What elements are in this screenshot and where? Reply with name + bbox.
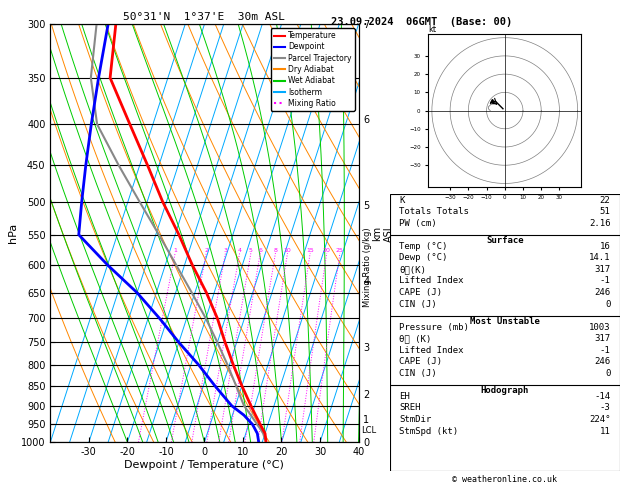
Text: 11: 11 bbox=[599, 427, 610, 435]
Text: 3: 3 bbox=[223, 248, 228, 253]
Text: 20: 20 bbox=[323, 248, 331, 253]
X-axis label: Dewpoint / Temperature (°C): Dewpoint / Temperature (°C) bbox=[125, 460, 284, 470]
Text: CIN (J): CIN (J) bbox=[399, 299, 437, 309]
Text: 2.16: 2.16 bbox=[589, 219, 610, 228]
Text: LCL: LCL bbox=[362, 426, 377, 434]
Text: 51: 51 bbox=[599, 207, 610, 216]
Text: SREH: SREH bbox=[399, 403, 421, 413]
Text: Hodograph: Hodograph bbox=[481, 386, 529, 395]
Text: 0: 0 bbox=[605, 299, 610, 309]
Text: StmSpd (kt): StmSpd (kt) bbox=[399, 427, 459, 435]
Text: © weatheronline.co.uk: © weatheronline.co.uk bbox=[452, 474, 557, 484]
Text: 1: 1 bbox=[173, 248, 177, 253]
Text: 317: 317 bbox=[594, 265, 610, 274]
Text: 0: 0 bbox=[605, 369, 610, 378]
Text: 224°: 224° bbox=[589, 415, 610, 424]
Text: Dewp (°C): Dewp (°C) bbox=[399, 253, 448, 262]
Text: -3: -3 bbox=[599, 403, 610, 413]
Text: Temp (°C): Temp (°C) bbox=[399, 242, 448, 251]
Text: 8: 8 bbox=[274, 248, 277, 253]
Text: Lifted Index: Lifted Index bbox=[399, 277, 464, 285]
Text: 23.09.2024  06GMT  (Base: 00): 23.09.2024 06GMT (Base: 00) bbox=[331, 17, 512, 27]
Text: 317: 317 bbox=[594, 334, 610, 343]
Text: -1: -1 bbox=[599, 346, 610, 355]
Title: 50°31'N  1°37'E  30m ASL: 50°31'N 1°37'E 30m ASL bbox=[123, 12, 286, 22]
Text: 16: 16 bbox=[599, 242, 610, 251]
Text: K: K bbox=[399, 196, 404, 205]
Text: 5: 5 bbox=[249, 248, 253, 253]
Text: Mixing Ratio (g/kg): Mixing Ratio (g/kg) bbox=[364, 227, 372, 307]
Text: Lifted Index: Lifted Index bbox=[399, 346, 464, 355]
Text: kt: kt bbox=[428, 25, 437, 34]
Text: PW (cm): PW (cm) bbox=[399, 219, 437, 228]
Text: θᴄ(K): θᴄ(K) bbox=[399, 265, 426, 274]
Text: 22: 22 bbox=[599, 196, 610, 205]
Legend: Temperature, Dewpoint, Parcel Trajectory, Dry Adiabat, Wet Adiabat, Isotherm, Mi: Temperature, Dewpoint, Parcel Trajectory… bbox=[270, 28, 355, 111]
Text: Totals Totals: Totals Totals bbox=[399, 207, 469, 216]
Text: 14.1: 14.1 bbox=[589, 253, 610, 262]
Text: -1: -1 bbox=[599, 277, 610, 285]
Text: θᴄ (K): θᴄ (K) bbox=[399, 334, 431, 343]
Text: CIN (J): CIN (J) bbox=[399, 369, 437, 378]
Y-axis label: hPa: hPa bbox=[8, 223, 18, 243]
Text: StmDir: StmDir bbox=[399, 415, 431, 424]
Text: CAPE (J): CAPE (J) bbox=[399, 357, 442, 366]
Text: -14: -14 bbox=[594, 392, 610, 401]
Text: Surface: Surface bbox=[486, 236, 523, 245]
Text: 1003: 1003 bbox=[589, 323, 610, 331]
Text: 10: 10 bbox=[284, 248, 291, 253]
Text: EH: EH bbox=[399, 392, 410, 401]
Text: Most Unstable: Most Unstable bbox=[470, 317, 540, 326]
Text: 246: 246 bbox=[594, 288, 610, 297]
Text: 2: 2 bbox=[204, 248, 208, 253]
Text: Pressure (mb): Pressure (mb) bbox=[399, 323, 469, 331]
Text: 15: 15 bbox=[306, 248, 314, 253]
Text: 6: 6 bbox=[259, 248, 262, 253]
Text: 25: 25 bbox=[336, 248, 344, 253]
Text: 4: 4 bbox=[238, 248, 242, 253]
Y-axis label: km
ASL: km ASL bbox=[372, 224, 394, 243]
Text: 246: 246 bbox=[594, 357, 610, 366]
Text: CAPE (J): CAPE (J) bbox=[399, 288, 442, 297]
